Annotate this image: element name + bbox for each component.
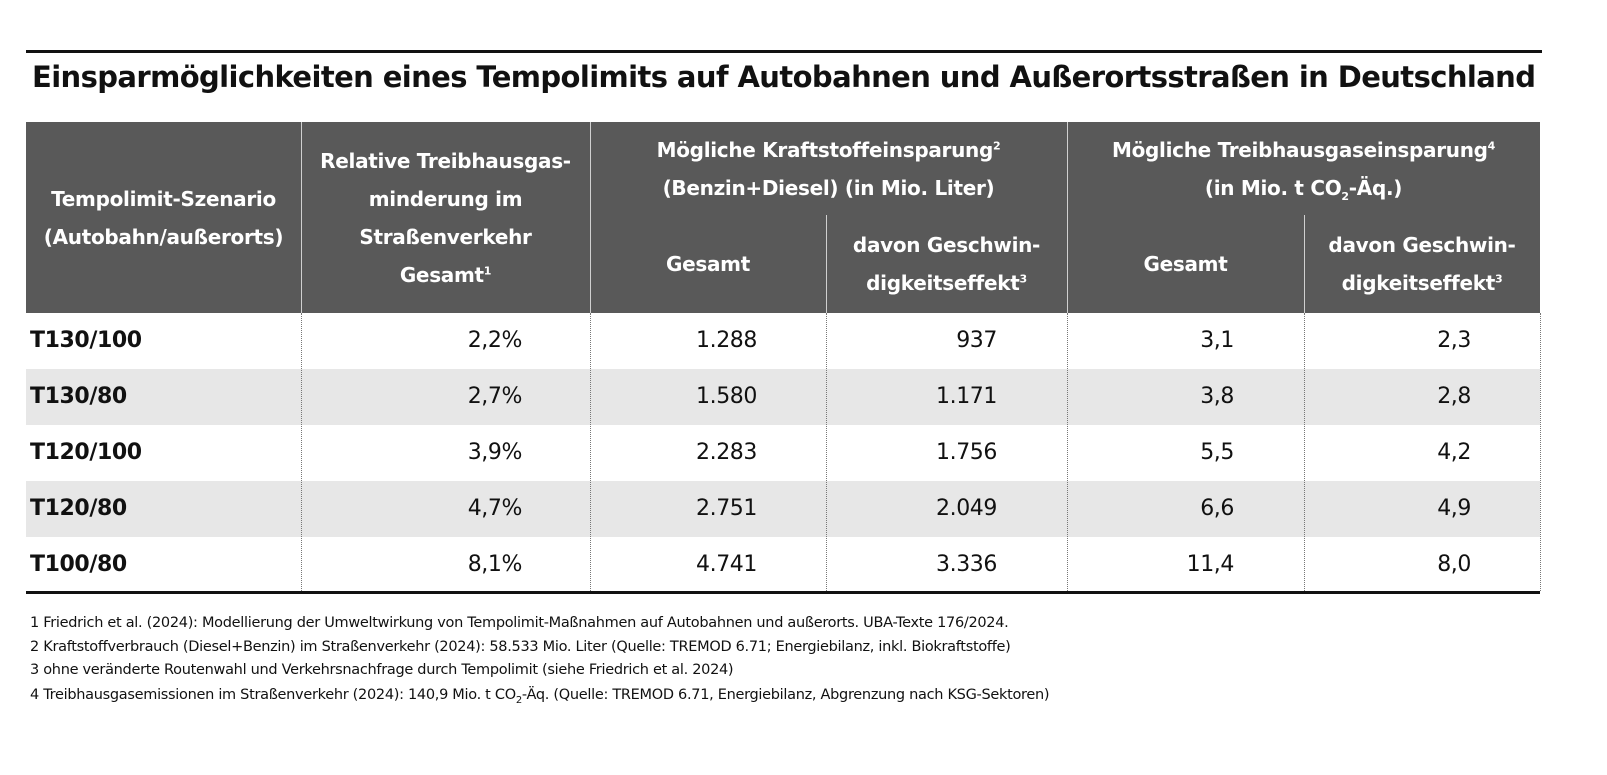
footnote-4-part1: 4 Treibhausgasemissionen im Straßenverke… <box>30 687 516 703</box>
cell-scenario: T120/80 <box>30 496 127 521</box>
footnote-4: 4 Treibhausgasemissionen im Straßenverke… <box>30 687 1050 706</box>
cell-ghg-speed: 4,2 <box>1437 440 1471 465</box>
header-divider <box>590 122 591 313</box>
footnote-ref-1: 1 <box>483 263 492 277</box>
header-fuel-speed-line1: davon Geschwin- <box>852 233 1041 257</box>
header-ghg-total: Gesamt <box>1067 215 1304 313</box>
header-relative: Relative Treibhausgas- minderung im Stra… <box>301 122 590 313</box>
header-fuel-speed-line2: digkeitseffekt <box>866 271 1020 295</box>
cell-fuel-total: 1.580 <box>696 384 757 409</box>
cell-fuel-total: 2.751 <box>696 496 757 521</box>
header-ghg-line2a: (in Mio. t CO <box>1204 175 1342 200</box>
top-rule <box>26 50 1542 53</box>
cell-relative: 3,9% <box>467 440 523 465</box>
bottom-rule <box>26 591 1540 594</box>
header-fuel-line1: Mögliche Kraftstoffeinsparung <box>656 137 994 162</box>
footnote-3: 3 ohne veränderte Routenwahl und Verkehr… <box>30 662 734 678</box>
header-scenario-line1: Tempolimit-Szenario <box>51 186 276 211</box>
table-row: T120/80 4,7% 2.751 2.049 6,6 4,9 <box>26 481 1540 537</box>
column-divider <box>1067 313 1068 591</box>
table-header: Tempolimit-Szenario (Autobahn/außerorts)… <box>26 122 1540 313</box>
cell-fuel-speed: 1.756 <box>936 440 997 465</box>
column-divider <box>1304 313 1305 591</box>
header-relative-line2: minderung im <box>368 186 523 211</box>
cell-relative: 2,2% <box>467 328 523 353</box>
cell-ghg-total: 5,5 <box>1200 440 1234 465</box>
footnote-1: 1 Friedrich et al. (2024): Modellierung … <box>30 615 1009 631</box>
cell-ghg-speed: 8,0 <box>1437 552 1471 577</box>
cell-ghg-total: 11,4 <box>1186 552 1235 577</box>
header-ghg-subscript: 2 <box>1341 189 1349 203</box>
cell-fuel-speed: 3.336 <box>936 552 997 577</box>
header-ghg-group: Mögliche Treibhausgaseinsparung4 (in Mio… <box>1067 122 1540 215</box>
footnote-ref-3b: 3 <box>1494 272 1503 286</box>
header-ghg-speed: davon Geschwin- digkeitseffekt3 <box>1304 215 1540 313</box>
cell-scenario: T100/80 <box>30 552 127 577</box>
footnote-ref-3: 3 <box>1019 272 1027 286</box>
cell-ghg-speed: 2,8 <box>1437 384 1471 409</box>
header-divider <box>1067 122 1068 313</box>
cell-ghg-total: 3,1 <box>1200 328 1234 353</box>
cell-fuel-total: 4.741 <box>696 552 757 577</box>
cell-relative: 8,1% <box>467 552 523 577</box>
header-fuel-speed: davon Geschwin- digkeitseffekt3 <box>826 215 1067 313</box>
header-ghg-line2b: -Äq.) <box>1348 175 1403 200</box>
cell-ghg-total: 3,8 <box>1200 384 1234 409</box>
header-scenario-line2: (Autobahn/außerorts) <box>43 224 284 249</box>
cell-fuel-speed: 937 <box>956 328 997 353</box>
cell-fuel-speed: 2.049 <box>936 496 997 521</box>
table-row: T100/80 8,1% 4.741 3.336 11,4 8,0 <box>26 537 1540 591</box>
header-ghg-speed-line2: digkeitseffekt <box>1341 271 1496 295</box>
header-ghg-line1: Mögliche Treibhausgaseinsparung <box>1111 137 1488 162</box>
footnote-ref-2: 2 <box>993 138 1001 152</box>
column-divider <box>301 313 302 591</box>
cell-relative: 4,7% <box>467 496 523 521</box>
table-row: T130/100 2,2% 1.288 937 3,1 2,3 <box>26 313 1540 369</box>
header-scenario: Tempolimit-Szenario (Autobahn/außerorts) <box>26 122 301 313</box>
header-ghg-total-label: Gesamt <box>1143 252 1228 276</box>
header-divider <box>826 215 827 313</box>
page-title: Einsparmöglichkeiten eines Tempolimits a… <box>32 60 1536 94</box>
header-relative-line4: Gesamt <box>399 262 484 287</box>
column-divider <box>590 313 591 591</box>
cell-scenario: T120/100 <box>30 440 142 465</box>
header-fuel-line2: (Benzin+Diesel) (in Mio. Liter) <box>662 175 995 200</box>
footnote-4-subscript: 2 <box>515 694 522 706</box>
table-row: T130/80 2,7% 1.580 1.171 3,8 2,8 <box>26 369 1540 425</box>
header-ghg-speed-line1: davon Geschwin- <box>1328 233 1516 257</box>
cell-fuel-speed: 1.171 <box>936 384 997 409</box>
header-divider <box>1304 215 1305 313</box>
footnote-ref-4: 4 <box>1487 138 1496 152</box>
column-divider <box>1540 313 1541 591</box>
cell-scenario: T130/80 <box>30 384 127 409</box>
cell-scenario: T130/100 <box>30 328 142 353</box>
cell-ghg-speed: 2,3 <box>1437 328 1471 353</box>
cell-ghg-speed: 4,9 <box>1437 496 1471 521</box>
header-relative-line1: Relative Treibhausgas- <box>320 148 571 173</box>
header-fuel-total-label: Gesamt <box>666 252 750 276</box>
column-divider <box>826 313 827 591</box>
cell-fuel-total: 2.283 <box>696 440 757 465</box>
cell-ghg-total: 6,6 <box>1200 496 1234 521</box>
header-relative-line3: Straßenverkehr <box>359 224 532 249</box>
cell-relative: 2,7% <box>467 384 523 409</box>
footnote-2: 2 Kraftstoffverbrauch (Diesel+Benzin) im… <box>30 639 1011 655</box>
header-divider <box>301 122 302 313</box>
header-fuel-total: Gesamt <box>590 215 826 313</box>
cell-fuel-total: 1.288 <box>696 328 757 353</box>
footnote-4-part2: -Äq. (Quelle: TREMOD 6.71, Energiebilanz… <box>521 687 1050 703</box>
header-fuel-group: Mögliche Kraftstoffeinsparung2 (Benzin+D… <box>590 122 1067 215</box>
table-row: T120/100 3,9% 2.283 1.756 5,5 4,2 <box>26 425 1540 481</box>
